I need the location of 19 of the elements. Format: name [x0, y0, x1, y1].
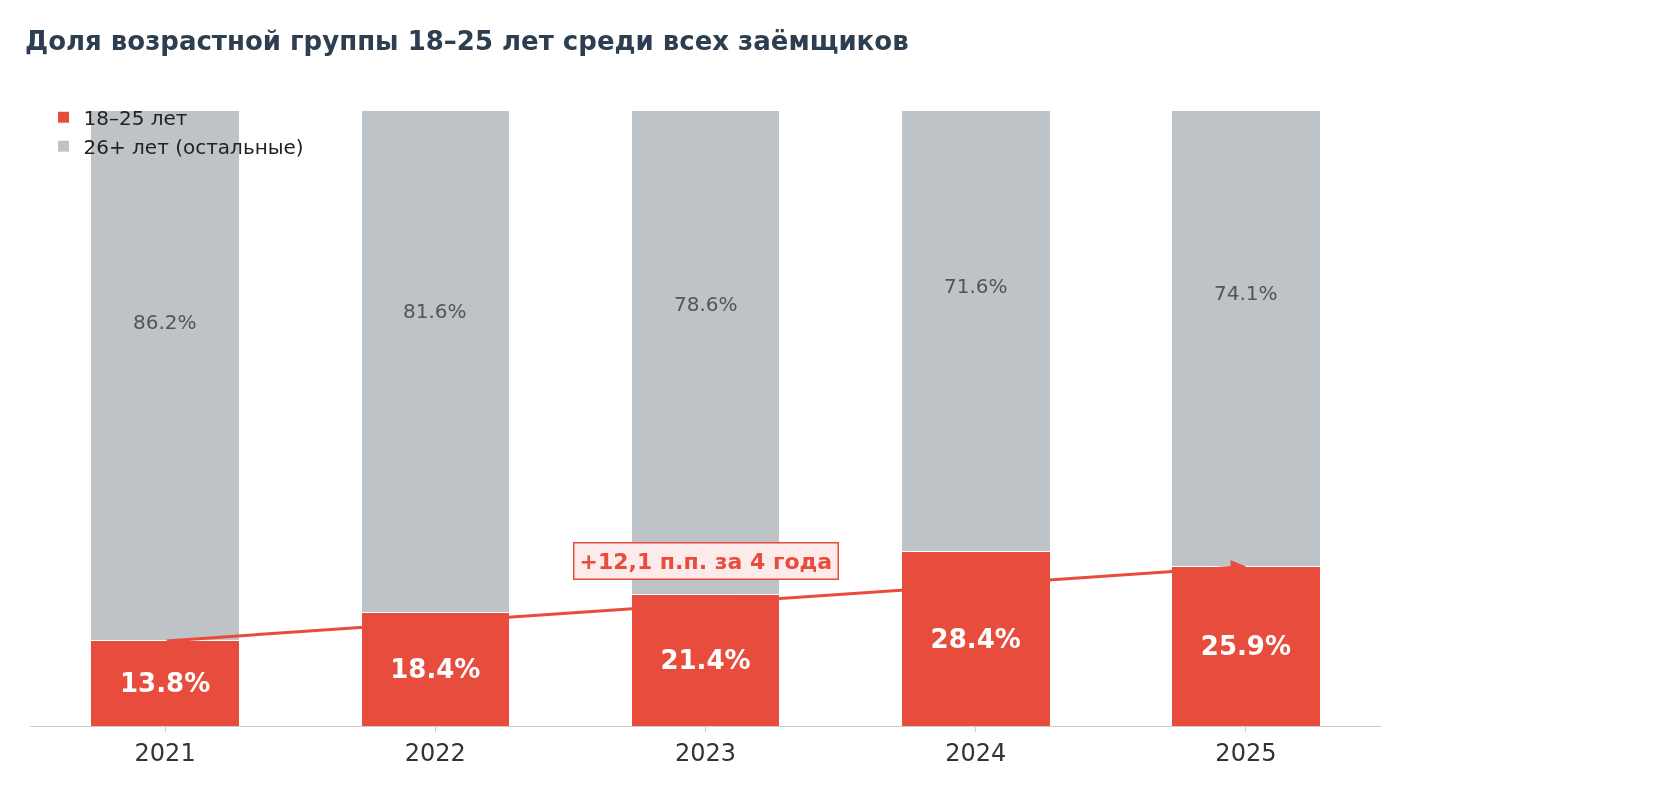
x-tick-label: 2024	[945, 738, 1007, 767]
x-tick-label: 2023	[674, 738, 737, 767]
data-label: 71.6%	[944, 274, 1008, 298]
annotation: +12,1 п.п. за 4 года	[579, 548, 833, 574]
data-label: 18.4%	[390, 654, 481, 685]
x-tick-label: 2021	[134, 738, 196, 767]
data-label: 86.2%	[133, 310, 197, 334]
x-tick-label: 2025	[1215, 738, 1277, 767]
data-label: 81.6%	[403, 299, 467, 323]
legend-label: 18–25 лет	[83, 105, 188, 130]
data-label: 28.4%	[930, 623, 1021, 654]
x-tick-label: 2022	[404, 738, 466, 767]
data-label: 78.6%	[674, 292, 738, 316]
data-label: 25.9%	[1200, 631, 1292, 662]
legend-label: 26+ лет (остальные)	[83, 134, 304, 159]
data-label: 74.1%	[1214, 281, 1278, 305]
chart-title: Доля возрастной группы 18–25 лет среди всех заёмщиков	[25, 26, 909, 57]
data-label: 13.8%	[120, 668, 211, 699]
data-label: 21.4%	[660, 645, 751, 676]
